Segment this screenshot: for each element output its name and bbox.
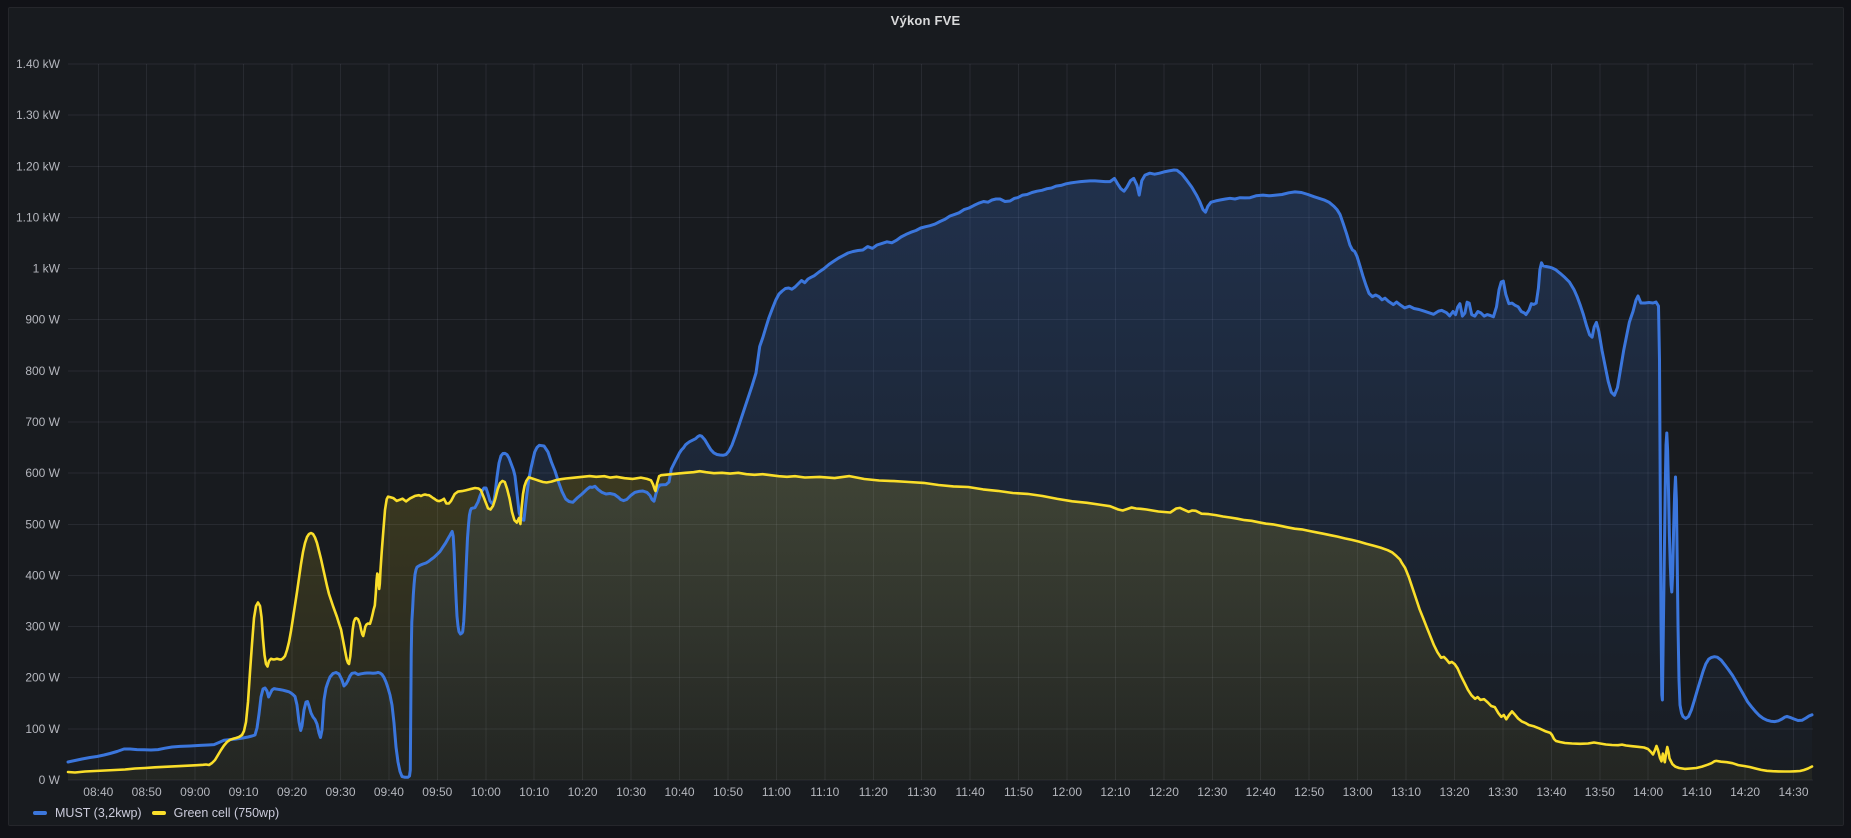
svg-text:900 W: 900 W [25, 313, 60, 327]
svg-text:08:40: 08:40 [83, 785, 113, 799]
svg-text:11:40: 11:40 [956, 785, 985, 799]
svg-text:10:30: 10:30 [616, 785, 646, 799]
svg-text:14:10: 14:10 [1682, 785, 1712, 799]
svg-text:1.10 kW: 1.10 kW [16, 210, 61, 224]
svg-text:0 W: 0 W [39, 773, 61, 787]
svg-text:13:20: 13:20 [1439, 785, 1469, 799]
svg-text:10:20: 10:20 [568, 785, 598, 799]
svg-text:700 W: 700 W [25, 415, 60, 429]
svg-text:13:00: 13:00 [1343, 785, 1373, 799]
svg-text:09:40: 09:40 [374, 785, 404, 799]
svg-text:10:50: 10:50 [713, 785, 743, 799]
svg-text:600 W: 600 W [25, 466, 60, 480]
svg-text:09:20: 09:20 [277, 785, 307, 799]
svg-text:100 W: 100 W [25, 722, 60, 736]
svg-text:12:30: 12:30 [1197, 785, 1227, 799]
svg-text:11:20: 11:20 [859, 785, 888, 799]
svg-text:11:10: 11:10 [810, 785, 839, 799]
svg-text:800 W: 800 W [25, 364, 60, 378]
svg-text:09:00: 09:00 [180, 785, 210, 799]
svg-text:200 W: 200 W [25, 671, 60, 685]
svg-text:1.30 kW: 1.30 kW [16, 108, 61, 122]
svg-text:08:50: 08:50 [132, 785, 162, 799]
svg-text:11:30: 11:30 [907, 785, 936, 799]
svg-text:11:50: 11:50 [1004, 785, 1033, 799]
svg-text:10:00: 10:00 [471, 785, 501, 799]
svg-text:10:40: 10:40 [664, 785, 694, 799]
svg-text:12:50: 12:50 [1294, 785, 1324, 799]
svg-text:1.40 kW: 1.40 kW [16, 57, 61, 71]
svg-text:09:10: 09:10 [229, 785, 259, 799]
svg-text:14:20: 14:20 [1730, 785, 1760, 799]
svg-text:500 W: 500 W [25, 517, 60, 531]
svg-text:13:10: 13:10 [1391, 785, 1421, 799]
svg-text:14:00: 14:00 [1633, 785, 1663, 799]
svg-text:10:10: 10:10 [519, 785, 549, 799]
svg-text:12:00: 12:00 [1052, 785, 1082, 799]
svg-text:12:40: 12:40 [1246, 785, 1276, 799]
svg-text:400 W: 400 W [25, 568, 60, 582]
svg-text:12:10: 12:10 [1100, 785, 1130, 799]
svg-text:1 kW: 1 kW [33, 262, 61, 276]
svg-text:13:30: 13:30 [1488, 785, 1518, 799]
svg-text:09:50: 09:50 [422, 785, 452, 799]
svg-text:300 W: 300 W [25, 620, 60, 634]
svg-text:09:30: 09:30 [325, 785, 355, 799]
svg-text:13:50: 13:50 [1585, 785, 1615, 799]
svg-text:12:20: 12:20 [1149, 785, 1179, 799]
svg-text:14:30: 14:30 [1778, 785, 1808, 799]
svg-text:13:40: 13:40 [1536, 785, 1566, 799]
svg-text:1.20 kW: 1.20 kW [16, 159, 61, 173]
svg-text:11:00: 11:00 [762, 785, 791, 799]
